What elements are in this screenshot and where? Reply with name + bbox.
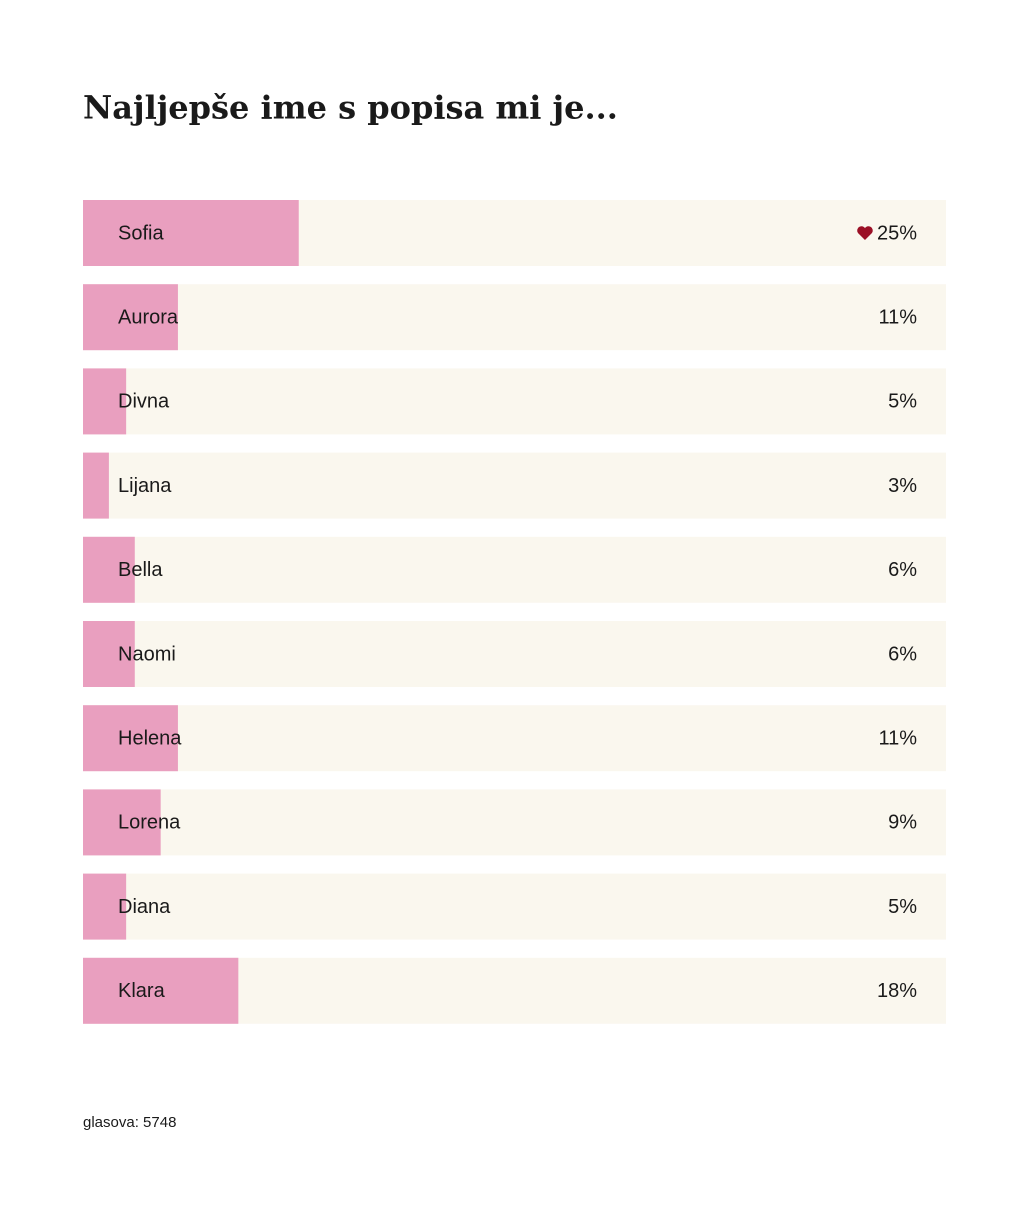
- option-track: [83, 452, 946, 519]
- option-track: [83, 621, 946, 687]
- option-label: Diana: [118, 896, 171, 918]
- bar: [83, 284, 178, 351]
- option-percent: 25%: [877, 222, 917, 244]
- option-track: [83, 284, 946, 351]
- winner-heart: [857, 226, 873, 240]
- bar: [83, 789, 161, 856]
- bar: [83, 873, 127, 940]
- bar: [83, 200, 299, 266]
- option-label: Bella: [118, 559, 163, 581]
- option-label: Aurora: [118, 306, 179, 328]
- poll-title: Najljepše ime s popisa mi je...: [83, 89, 618, 127]
- vote-count: glasova: 5748: [83, 1114, 176, 1131]
- option-percent: 11%: [878, 306, 917, 328]
- option-percent: 5%: [888, 391, 917, 413]
- option-percent: 5%: [888, 896, 917, 918]
- option-percent: 6%: [888, 643, 917, 665]
- option-percent: 18%: [877, 980, 917, 1002]
- option-label: Lorena: [118, 812, 181, 834]
- option-label: Naomi: [118, 643, 176, 665]
- option-track: [83, 536, 946, 603]
- option-label: Divna: [118, 391, 170, 413]
- option-track: [83, 368, 946, 435]
- option-percent: 9%: [888, 812, 917, 834]
- option-label: Klara: [118, 980, 166, 1002]
- option-percent: 6%: [888, 559, 917, 581]
- bar: [83, 452, 109, 519]
- option-label: Lijana: [118, 475, 172, 497]
- option-label: Helena: [118, 727, 182, 749]
- option-percent: 11%: [878, 727, 917, 749]
- option-track: [83, 789, 946, 856]
- bar: [83, 368, 127, 435]
- bar: [83, 705, 178, 772]
- option-track: [83, 705, 946, 772]
- bar: [83, 957, 239, 1024]
- bar: [83, 621, 135, 687]
- option-track: [83, 873, 946, 940]
- option-percent: 3%: [888, 475, 917, 497]
- bar: [83, 536, 135, 603]
- option-label: Sofia: [118, 222, 164, 244]
